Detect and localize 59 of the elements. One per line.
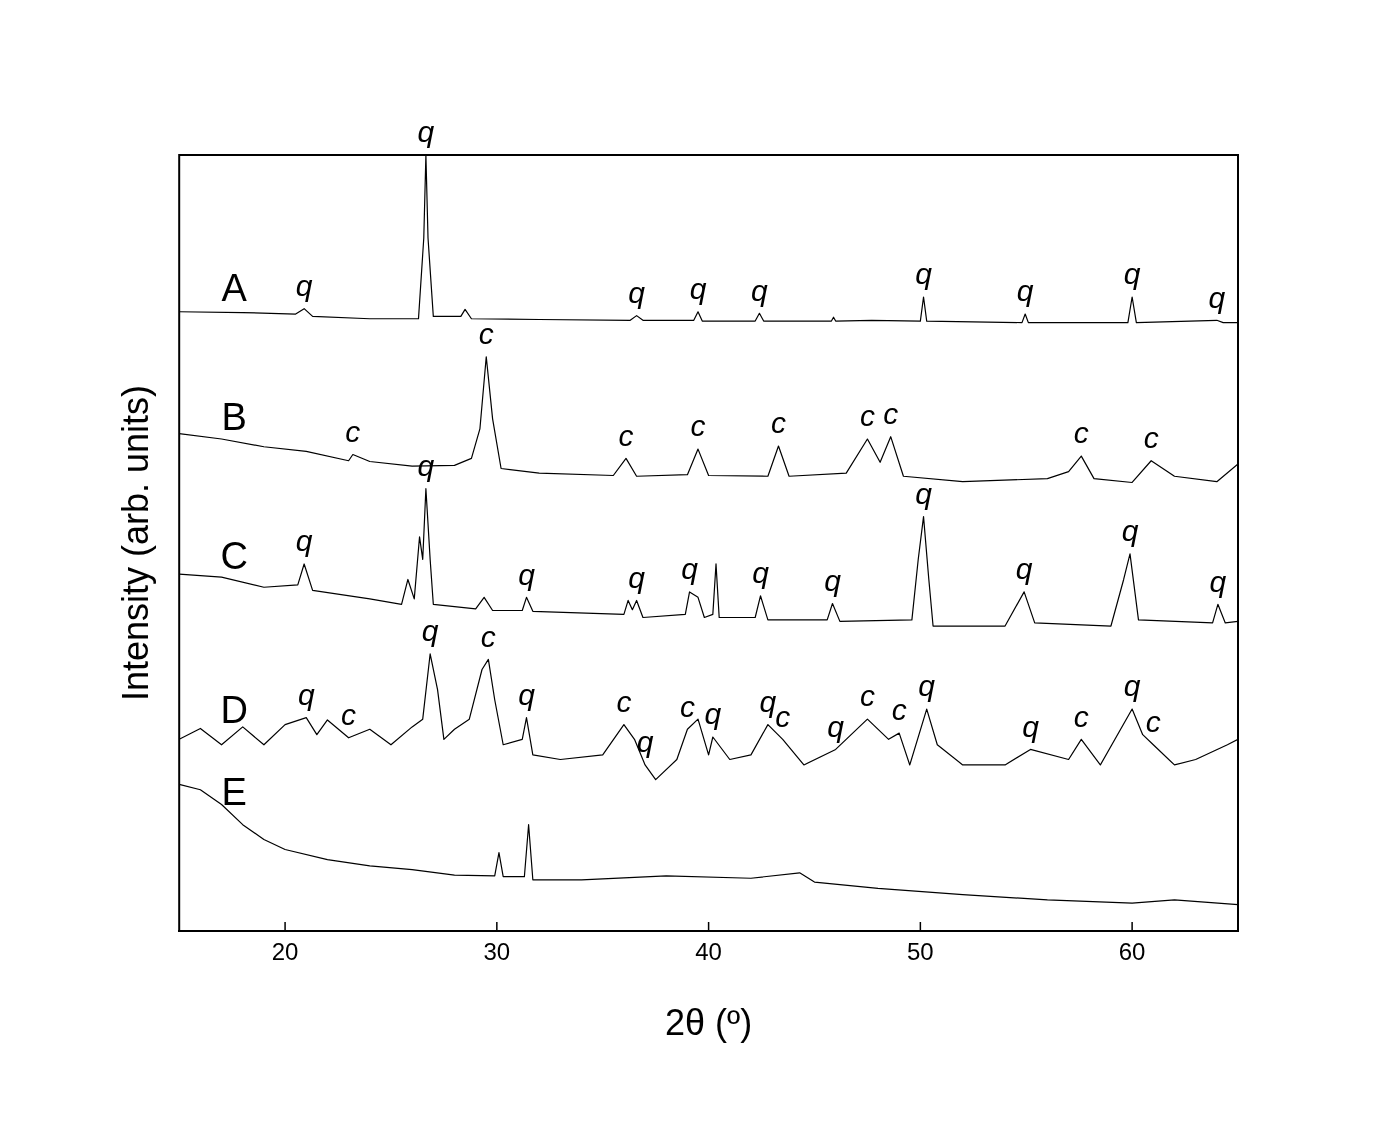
x-tick-label: 30 [483, 938, 511, 966]
annotation: c [1073, 416, 1089, 450]
annotation: q [518, 557, 536, 591]
series-label: B [221, 395, 247, 438]
annotation: q [1016, 274, 1034, 308]
annotation: q [295, 268, 313, 302]
annotation: c [1073, 699, 1089, 733]
annotation: q [759, 684, 777, 718]
series-label: C [220, 534, 248, 577]
x-tick-label: 50 [907, 938, 934, 966]
annotation: c [679, 689, 695, 723]
annotation: q [752, 556, 770, 590]
annotation: q [751, 273, 769, 307]
x-tick-label: 60 [1118, 938, 1146, 966]
x-tick-label: 20 [271, 938, 299, 966]
annotation: c [775, 699, 791, 733]
series-label: D [220, 688, 248, 731]
annotation: q [421, 614, 439, 648]
annotation: c [1145, 705, 1161, 739]
annotation: q [1209, 564, 1227, 598]
annotation: c [618, 418, 634, 452]
x-axis-title: 2θ (º) [665, 1002, 753, 1044]
annotation: q [704, 697, 722, 731]
annotation: q [1022, 709, 1040, 743]
annotation: c [480, 619, 496, 653]
y-axis-title: Intensity (arb. units) [114, 384, 156, 702]
annotation: q [1123, 669, 1141, 703]
annotation: c [859, 399, 875, 433]
annotation: q [681, 552, 699, 586]
annotation: q [915, 476, 933, 510]
annotation: q [297, 677, 315, 711]
annotation: c [616, 684, 632, 718]
annotation: q [689, 272, 707, 306]
annotation: c [891, 693, 907, 727]
annotation: q [1015, 552, 1033, 586]
annotation: q [1123, 257, 1141, 291]
annotation: c [770, 406, 786, 440]
annotation: q [518, 677, 536, 711]
x-tick-label: 40 [695, 938, 722, 966]
annotation: q [918, 669, 936, 703]
annotation: q [1208, 280, 1226, 314]
annotation: q [636, 725, 654, 759]
series-label: A [221, 266, 248, 309]
annotation: c [1143, 421, 1159, 455]
annotation: c [883, 397, 899, 431]
annotation: q [628, 275, 646, 309]
annotation: c [859, 679, 875, 713]
annotation: c [341, 698, 357, 732]
series-label: E [221, 771, 247, 814]
annotation: q [827, 709, 845, 743]
annotation: q [1121, 514, 1139, 548]
annotation: c [345, 414, 361, 448]
annotation: c [690, 409, 706, 443]
annotation: q [824, 563, 842, 597]
annotation: q [915, 257, 933, 291]
annotation: c [478, 317, 494, 351]
annotation: q [417, 115, 435, 149]
annotation: q [628, 560, 646, 594]
annotation: q [295, 524, 313, 558]
